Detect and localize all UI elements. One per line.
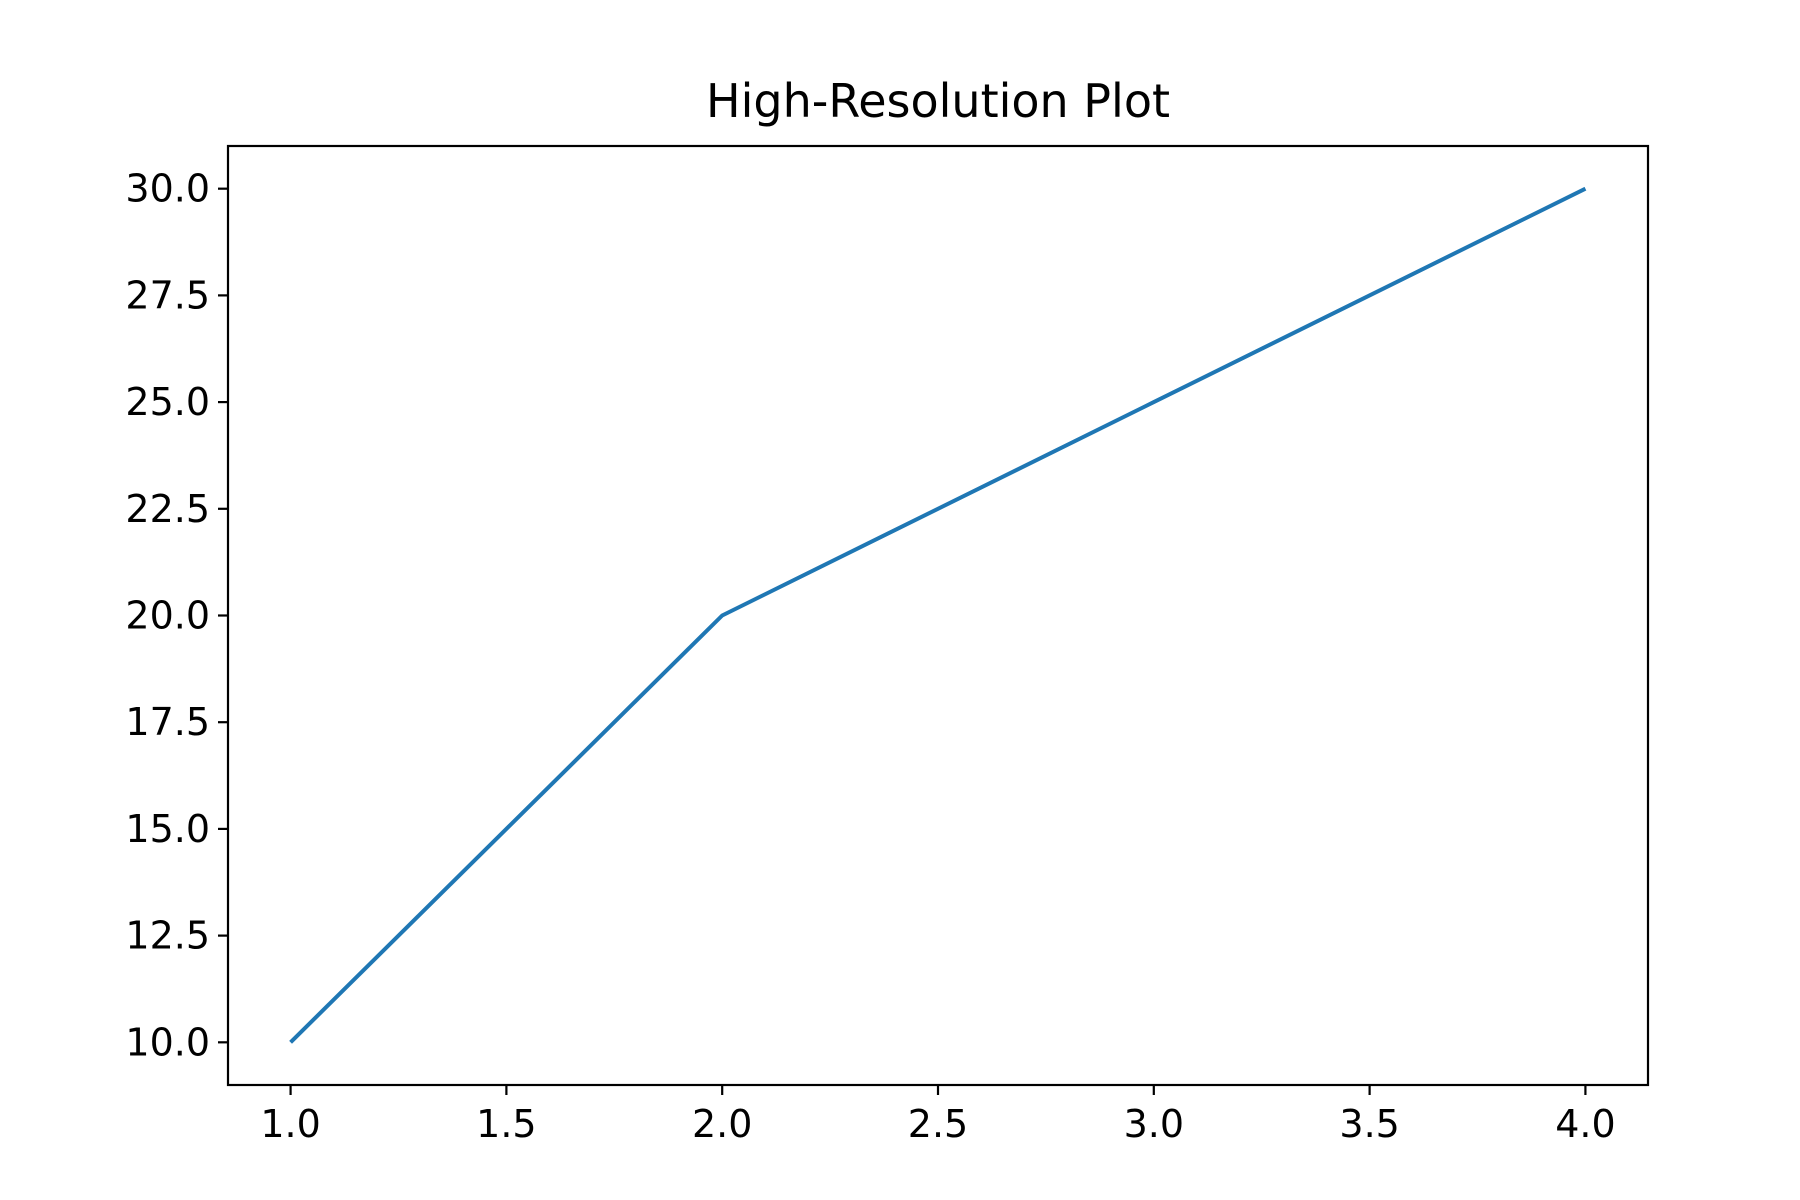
x-tick-label: 2.0 (692, 1102, 752, 1146)
x-tick-label: 1.0 (260, 1102, 320, 1146)
x-tick-label: 1.5 (476, 1102, 536, 1146)
y-tick-label: 12.5 (125, 914, 210, 958)
y-tick-label: 15.0 (125, 807, 210, 851)
plot-area (289, 186, 1587, 1044)
x-tick-label: 3.0 (1124, 1102, 1184, 1146)
y-tick-label: 22.5 (125, 487, 210, 531)
y-tick-label: 25.0 (125, 380, 210, 424)
y-axis: 10.0 12.5 15.0 17.5 20.0 22.5 25.0 27.5 30.0 (125, 167, 228, 1064)
y-tick-label: 27.5 (125, 273, 210, 317)
y-tick-label: 30.0 (125, 167, 210, 211)
y-tick-label: 17.5 (125, 700, 210, 744)
x-axis: 1.0 1.5 2.0 2.5 3.0 3.5 4.0 (260, 1085, 1616, 1146)
x-tick-label: 2.5 (908, 1102, 968, 1146)
x-tick-label: 3.5 (1339, 1102, 1399, 1146)
axes-frame (226, 144, 1650, 1087)
y-tick-label: 20.0 (125, 594, 210, 638)
y-tick-label: 10.0 (125, 1020, 210, 1064)
chart-title: High-Resolution Plot (706, 74, 1170, 128)
x-tick-label: 4.0 (1555, 1102, 1615, 1146)
series-line-0 (289, 186, 1587, 1044)
